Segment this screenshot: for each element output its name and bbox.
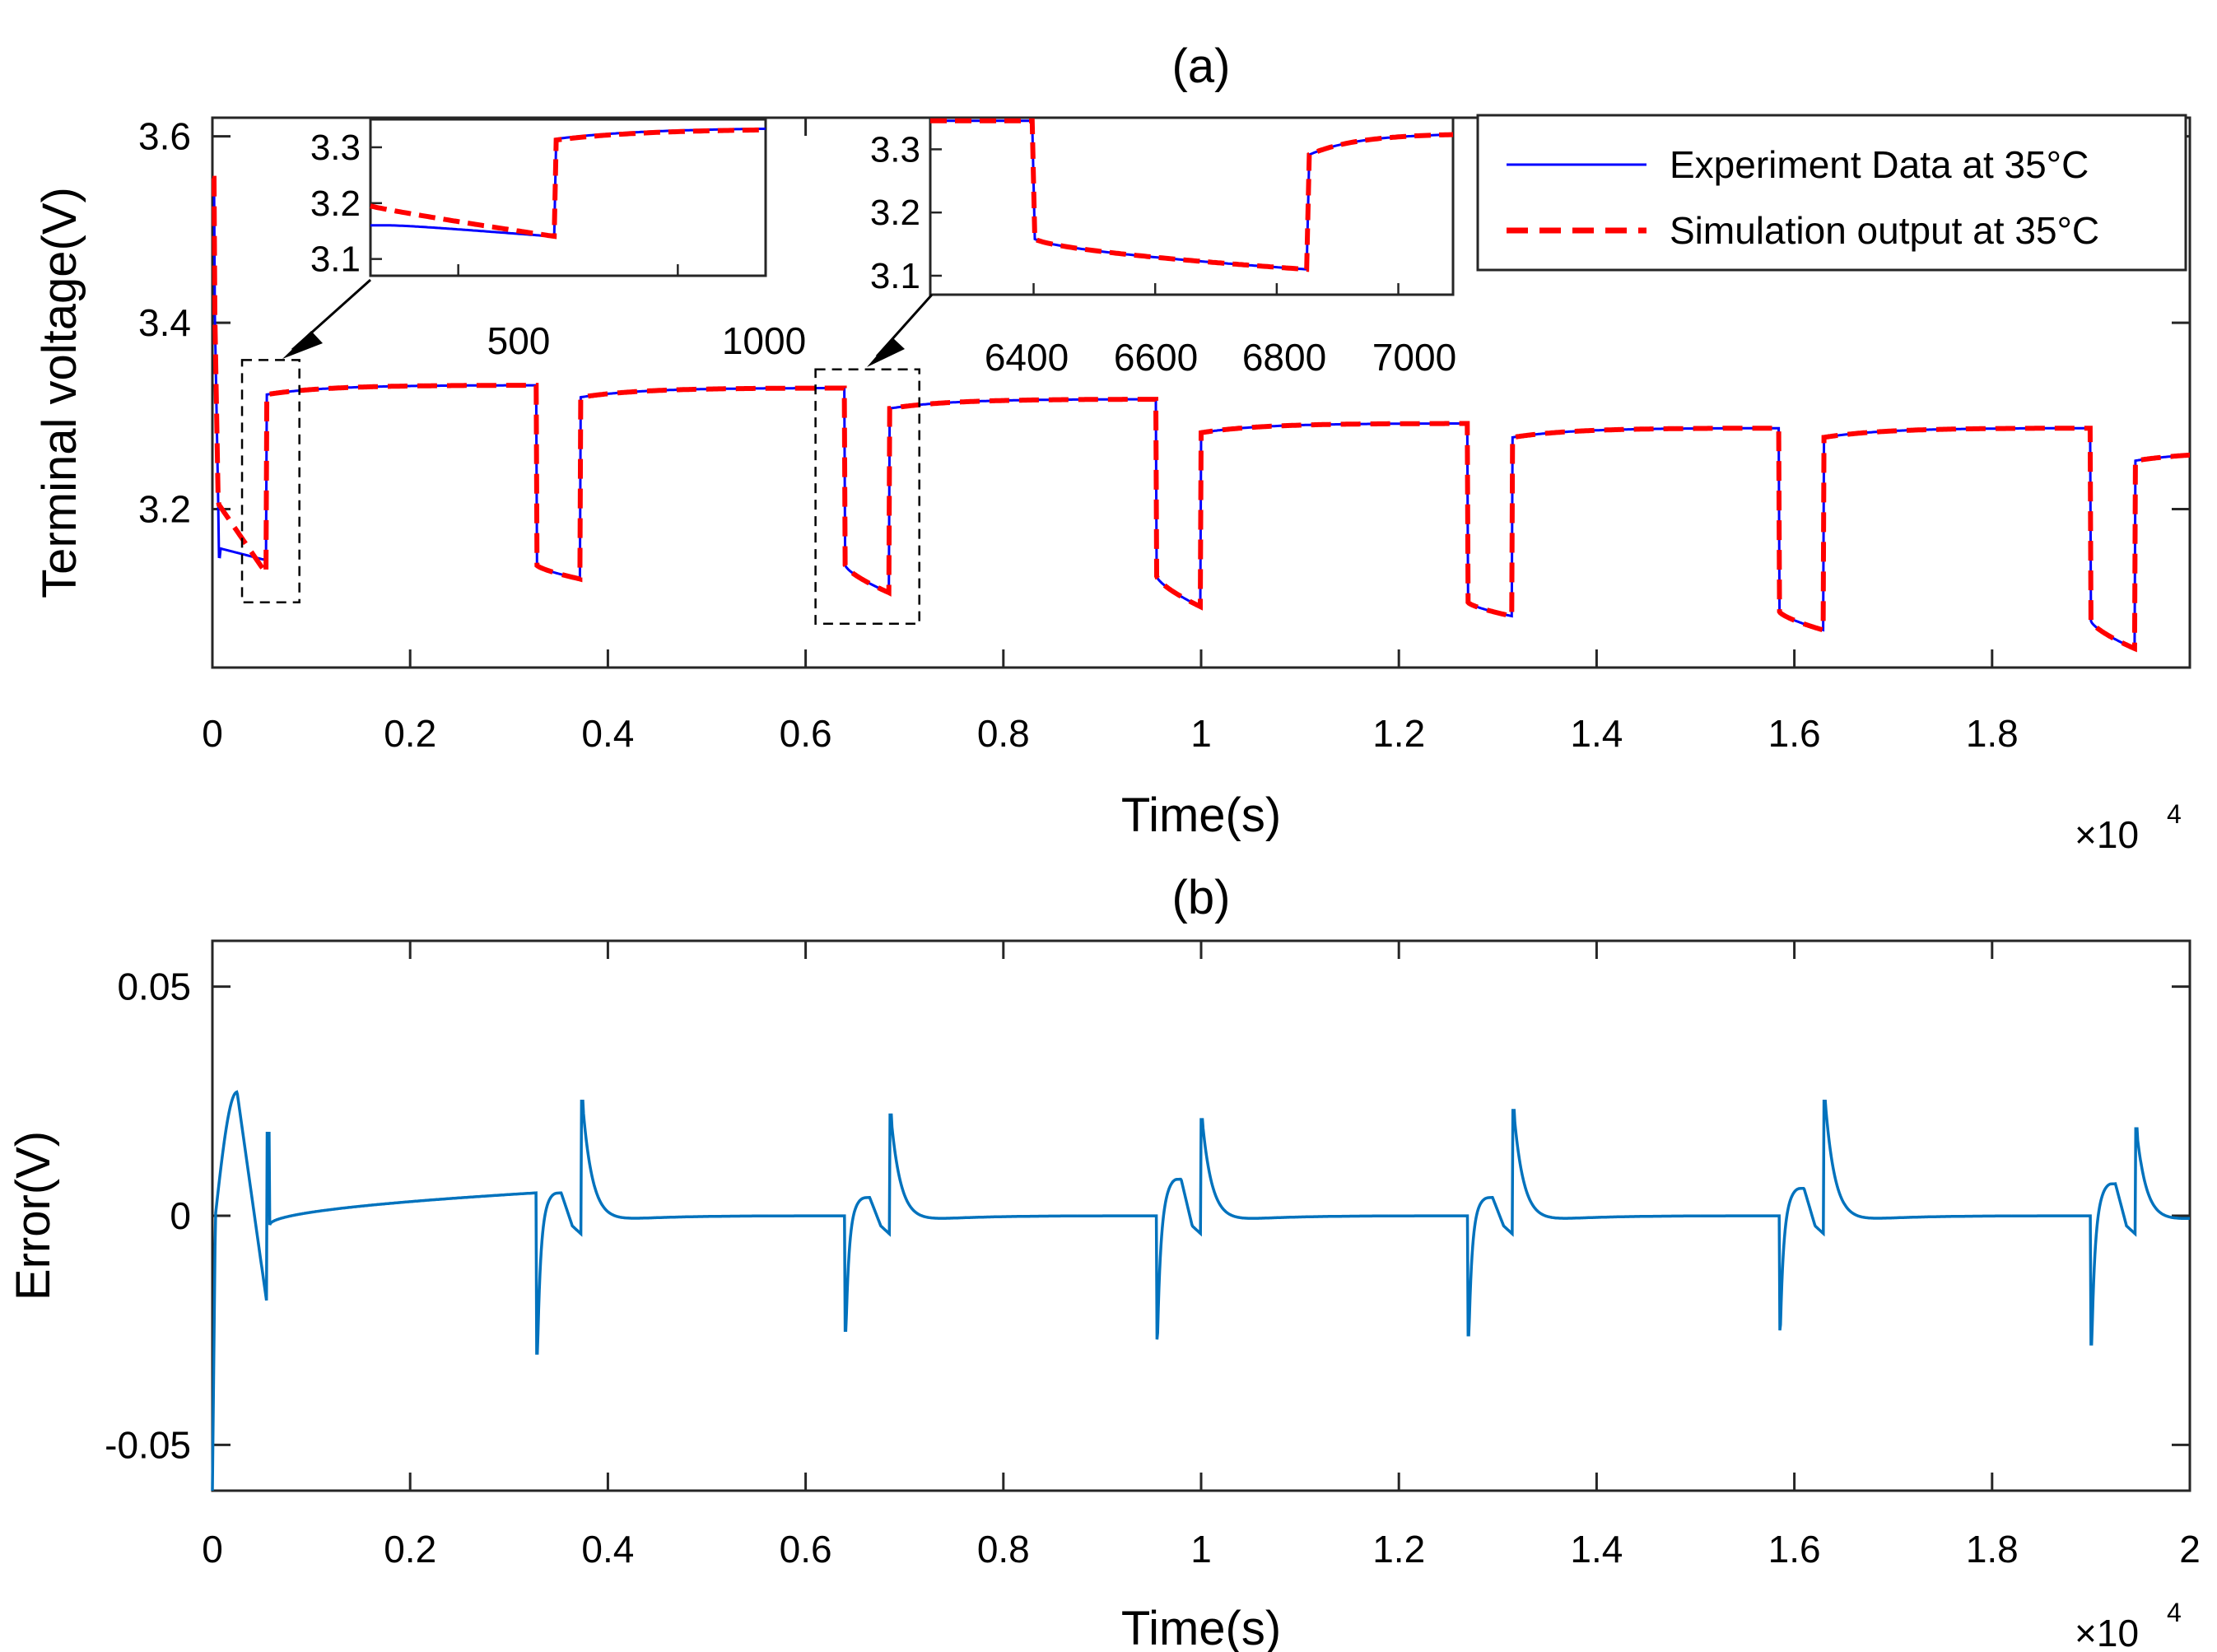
panel-a-x-multiplier-exponent: 4 xyxy=(2167,799,2182,829)
inset-2-frame xyxy=(929,116,1455,296)
panel-b: 0 0.2 0.4 0.6 0.8 1 1.2 1.4 1.6 1.8 2 -0.05 0 0.05 (b… xyxy=(7,871,2201,1652)
zoom-box-2 xyxy=(814,368,920,626)
inset-2-series xyxy=(930,118,1454,272)
panel-a-xtick-label: 1.4 xyxy=(1570,712,1623,755)
panel-b-xtick-label: 2 xyxy=(2179,1528,2201,1571)
panel-b-ytick-label: -0.05 xyxy=(105,1423,191,1466)
inset-2-ytick-label: 3.2 xyxy=(870,193,920,233)
panel-a-zoom-boxes xyxy=(240,359,920,626)
inset-1: 3.1 3.2 3.3 500 1000 xyxy=(310,118,806,362)
inset-1-xtick-label: 500 xyxy=(487,319,551,362)
inset-2-xtick-label: 6800 xyxy=(1242,336,1326,379)
inset-2-ticks xyxy=(930,148,1400,295)
panel-b-x-multiplier: ×10 4 xyxy=(2075,1598,2182,1652)
panel-b-xtick-label: 1.2 xyxy=(1372,1528,1425,1571)
panel-a-xtick-label: 0 xyxy=(202,712,223,755)
panel-a-series xyxy=(212,175,2190,653)
inset-1-ytick-label: 3.3 xyxy=(310,128,361,168)
panel-b-xtick-label: 1 xyxy=(1190,1528,1212,1571)
inset-1-ytick-label: 3.2 xyxy=(310,184,361,224)
panel-a: 0 0.2 0.4 0.6 0.8 1 1.2 1.4 1.6 1.83.23.43.6 (a) … xyxy=(33,40,2191,856)
inset-1-series xyxy=(370,127,766,240)
panel-a-xtick-label: 0.6 xyxy=(780,712,832,755)
inset-2-ytick-label: 3.3 xyxy=(870,129,920,170)
zoom-arrows xyxy=(282,278,934,367)
panel-b-xtick-label: 0.2 xyxy=(384,1528,436,1571)
panel-a-ytick-label: 3.2 xyxy=(138,488,191,531)
inset-1-ticks xyxy=(370,146,679,276)
panel-b-xtick-label: 0.4 xyxy=(581,1528,634,1571)
inset-2: 3.1 3.2 3.3 6400 6600 6800 7000 xyxy=(870,116,1456,379)
panel-b-xtick-label: 1.6 xyxy=(1768,1528,1821,1571)
panel-a-ytick-label: 3.6 xyxy=(138,115,191,158)
panel-b-xtick-label: 1.8 xyxy=(1966,1528,2019,1571)
panel-a-xtick-label: 1.2 xyxy=(1372,712,1425,755)
inset-1-xtick-label: 1000 xyxy=(722,319,806,362)
panel-b-ytick-label: 0.05 xyxy=(117,966,191,1008)
inset-2-xtick-label: 6400 xyxy=(985,336,1069,379)
panel-a-xtick-label: 0.8 xyxy=(977,712,1030,755)
legend: Experiment Data at 35°C Simulation outpu… xyxy=(1476,114,2187,272)
panel-b-series xyxy=(211,1090,2190,1491)
panel-a-ylabel: Terminal voltage(V) xyxy=(33,187,86,598)
inset-1-simulation-line xyxy=(370,127,766,240)
legend-label-experiment: Experiment Data at 35°C xyxy=(1670,143,2089,186)
panel-b-xtick-label: 0 xyxy=(202,1528,223,1571)
inset-1-ytick-label: 3.1 xyxy=(310,240,361,280)
panel-b-title: (b) xyxy=(1172,871,1231,924)
panel-a-x-multiplier-base: ×10 xyxy=(2075,813,2139,856)
panel-a-xtick-label: 1 xyxy=(1190,712,1212,755)
panel-a-ytick-label: 3.4 xyxy=(138,301,191,344)
panel-b-xtick-label: 1.4 xyxy=(1570,1528,1623,1571)
panel-a-x-multiplier: ×10 4 xyxy=(2075,799,2182,856)
inset-2-ytick-label: 3.1 xyxy=(870,256,920,296)
legend-label-simulation: Simulation output at 35°C xyxy=(1670,209,2099,252)
inset-2-xtick-label: 7000 xyxy=(1372,336,1456,379)
inset-2-xtick-label: 6600 xyxy=(1114,336,1198,379)
inset-2-simulation-line xyxy=(930,118,1454,272)
panel-b-x-multiplier-base: ×10 xyxy=(2075,1612,2139,1652)
simulation-output-line xyxy=(212,175,2190,653)
panel-a-xtick-label: 1.8 xyxy=(1966,712,2019,755)
panel-a-title: (a) xyxy=(1172,40,1231,93)
panel-b-ylabel: Error(V) xyxy=(7,1131,60,1301)
inset-2-tick-labels: 3.1 3.2 3.3 6400 6600 6800 7000 xyxy=(870,129,1456,379)
panel-a-tick-labels: 0 0.2 0.4 0.6 0.8 1 1.2 1.4 1.6 1.8 3.2 3.4 3.6 xyxy=(138,115,2019,755)
inset-2-arrowhead xyxy=(867,337,905,367)
panel-b-tick-labels: 0 0.2 0.4 0.6 0.8 1 1.2 1.4 1.6 1.8 2 -0.05 0 0.05 xyxy=(105,966,2201,1571)
panel-b-xlabel: Time(s) xyxy=(1121,1602,1281,1652)
panel-a-xtick-label: 0.2 xyxy=(384,712,436,755)
panel-a-xlabel: Time(s) xyxy=(1121,789,1281,842)
error-line xyxy=(211,1090,2190,1491)
zoom-box-1 xyxy=(240,359,300,603)
panel-a-xtick-label: 0.4 xyxy=(581,712,634,755)
inset-1-frame xyxy=(369,118,767,277)
inset-1-arrowhead xyxy=(282,331,323,359)
panel-b-xtick-label: 0.8 xyxy=(977,1528,1030,1571)
panel-b-ytick-label: 0 xyxy=(170,1194,191,1237)
legend-box xyxy=(1476,114,2187,272)
panel-b-x-multiplier-exponent: 4 xyxy=(2167,1598,2182,1627)
panel-b-xtick-label: 0.6 xyxy=(780,1528,832,1571)
inset-1-tick-labels: 3.1 3.2 3.3 500 1000 xyxy=(310,128,806,362)
panel-a-xtick-label: 1.6 xyxy=(1768,712,1821,755)
